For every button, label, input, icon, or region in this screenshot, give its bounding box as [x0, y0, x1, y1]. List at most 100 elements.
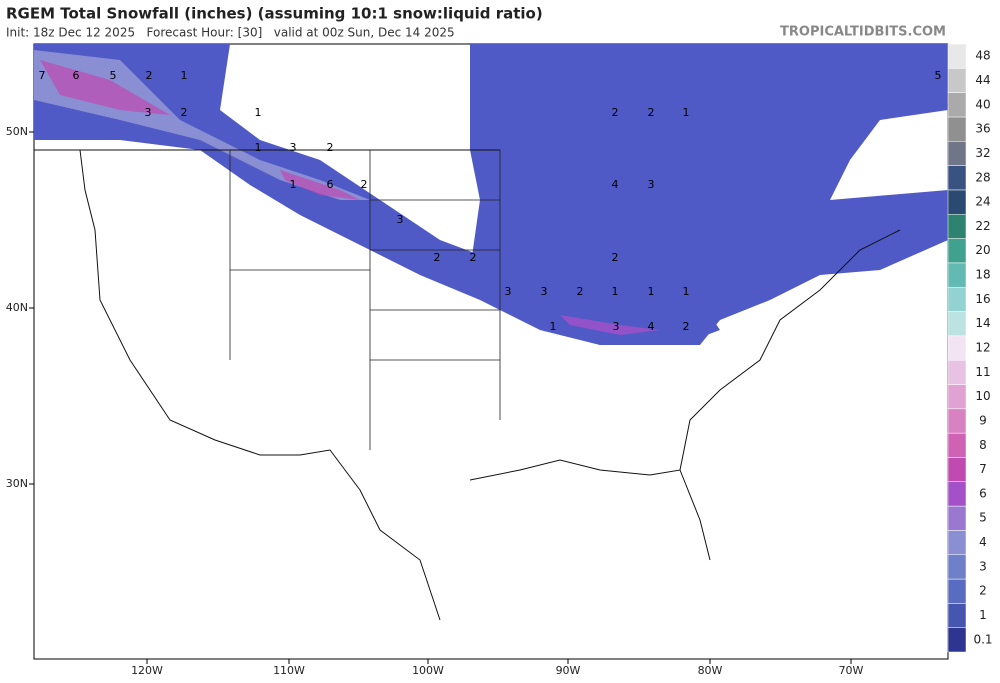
lat-label: 50N [6, 125, 28, 138]
legend-label: 18 [975, 268, 990, 282]
subtitle: Init: 18z Dec 12 2025 Forecast Hour: [30… [6, 26, 455, 40]
legend-swatch [947, 432, 967, 458]
contour-label: 4 [648, 320, 655, 333]
contour-label: 3 [505, 285, 512, 298]
legend-swatch [947, 457, 967, 483]
legend-label: 22 [975, 219, 990, 233]
contour-label: 2 [683, 320, 690, 333]
legend-label: 40 [975, 97, 990, 111]
legend-label: 12 [975, 341, 990, 355]
title: RGEM Total Snowfall (inches) (assuming 1… [6, 5, 543, 23]
legend-swatch [947, 189, 967, 215]
contour-label: 2 [146, 69, 153, 82]
legend-label: 9 [979, 413, 987, 427]
lon-label: 70W [839, 664, 864, 677]
contour-label: 6 [73, 69, 80, 82]
contour-label: 4 [612, 178, 619, 191]
contour-label: 2 [612, 106, 619, 119]
source: TROPICALTIDBITS.COM [780, 25, 946, 40]
contour-label: 1 [648, 285, 655, 298]
legend-label: 8 [979, 438, 987, 452]
legend-label: 5 [979, 511, 987, 525]
legend-swatch [947, 627, 967, 653]
contour-label: 3 [613, 320, 620, 333]
contour-label: 2 [434, 251, 441, 264]
legend-label: 11 [975, 365, 990, 379]
legend-swatch [947, 286, 967, 312]
contour-label: 3 [290, 141, 297, 154]
contour-label: 1 [255, 141, 262, 154]
map [33, 43, 949, 660]
lon-label: 110W [273, 664, 305, 677]
contour-label: 5 [935, 69, 942, 82]
legend-swatch [947, 554, 967, 580]
contour-label: 1 [683, 106, 690, 119]
legend-label: 10 [975, 389, 990, 403]
legend-label: 6 [979, 486, 987, 500]
contour-label: 3 [541, 285, 548, 298]
legend-swatch [947, 505, 967, 531]
snow-heavy [40, 60, 170, 115]
legend-swatch [947, 359, 967, 385]
contour-label: 6 [327, 178, 334, 191]
snow-area [470, 44, 948, 345]
contour-label: 3 [145, 106, 152, 119]
contour-label: 1 [290, 178, 297, 191]
legend-label: 0.1 [973, 632, 992, 646]
snow-heavy [560, 315, 660, 335]
contour-label: 2 [577, 285, 584, 298]
lon-label: 80W [698, 664, 723, 677]
boundaries [34, 149, 901, 621]
legend-label: 14 [975, 316, 990, 330]
contour-label: 3 [397, 213, 404, 226]
legend-label: 44 [975, 73, 990, 87]
legend-label: 36 [975, 122, 990, 136]
lon-label: 90W [556, 664, 581, 677]
legend-swatch [947, 92, 967, 118]
legend-label: 2 [979, 584, 987, 598]
contour-label: 1 [181, 69, 188, 82]
contour-label: 1 [683, 285, 690, 298]
legend-label: 7 [979, 462, 987, 476]
contour-label: 2 [327, 141, 334, 154]
snow-heavy [280, 170, 360, 200]
legend-swatch [947, 262, 967, 288]
legend-swatch [947, 165, 967, 191]
legend-label: 4 [979, 535, 987, 549]
legend-swatch [947, 213, 967, 239]
legend-label: 16 [975, 292, 990, 306]
lon-label: 100W [412, 664, 444, 677]
state-lines [229, 150, 501, 450]
legend-swatch [947, 481, 967, 507]
contour-label: 5 [110, 69, 117, 82]
legend-label: 48 [975, 49, 990, 63]
contour-label: 2 [648, 106, 655, 119]
legend-swatch [947, 384, 967, 410]
contour-label: 1 [255, 106, 262, 119]
legend-swatch [947, 68, 967, 93]
contour-label: 1 [550, 320, 557, 333]
lon-label: 120W [131, 664, 163, 677]
legend-swatch [947, 530, 967, 555]
contour-label: 2 [361, 178, 368, 191]
legend-swatch [947, 238, 967, 264]
legend-label: 20 [975, 243, 990, 257]
legend-label: 24 [975, 195, 990, 209]
contour-label: 3 [648, 178, 655, 191]
legend-swatch [947, 116, 967, 142]
legend-swatch [947, 408, 967, 434]
legend-swatch [947, 578, 967, 604]
legend-swatch [947, 141, 967, 166]
lat-label: 40N [6, 301, 28, 314]
contour-label: 2 [470, 251, 477, 264]
legend-swatch [947, 43, 967, 69]
legend-label: 1 [979, 608, 987, 622]
legend-label: 3 [979, 559, 987, 573]
contour-label: 2 [612, 251, 619, 264]
legend-swatch [947, 311, 967, 337]
snow-band [34, 44, 720, 345]
legend-swatch [947, 335, 967, 361]
contour-label: 1 [612, 285, 619, 298]
legend-label: 32 [975, 146, 990, 160]
